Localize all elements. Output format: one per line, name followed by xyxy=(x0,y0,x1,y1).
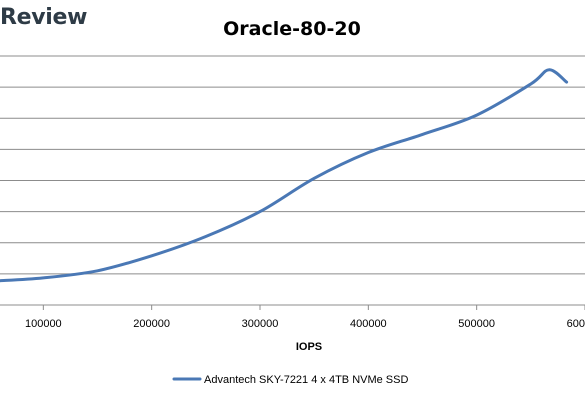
legend: Advantech SKY-7221 4 x 4TB NVMe SSD xyxy=(172,374,408,386)
series-lines xyxy=(0,68,569,283)
x-axis: 100000 200000 300000 400000 500000 600000 xyxy=(25,305,585,330)
x-axis-label: IOPS xyxy=(296,341,322,353)
x-tick-label: 500000 xyxy=(458,318,495,330)
x-tick-label: 600000 xyxy=(567,318,585,330)
x-tick-label: 100000 xyxy=(25,318,62,330)
watermark-logo-text: Review xyxy=(0,5,88,30)
legend-label: Advantech SKY-7221 4 x 4TB NVMe SSD xyxy=(204,374,408,386)
x-tick-label: 400000 xyxy=(350,318,387,330)
chart-title: Oracle-80-20 xyxy=(223,18,361,40)
x-tick-label: 200000 xyxy=(133,318,170,330)
series-line xyxy=(0,68,569,283)
gridlines xyxy=(0,55,585,306)
x-tick-label: 300000 xyxy=(242,318,279,330)
